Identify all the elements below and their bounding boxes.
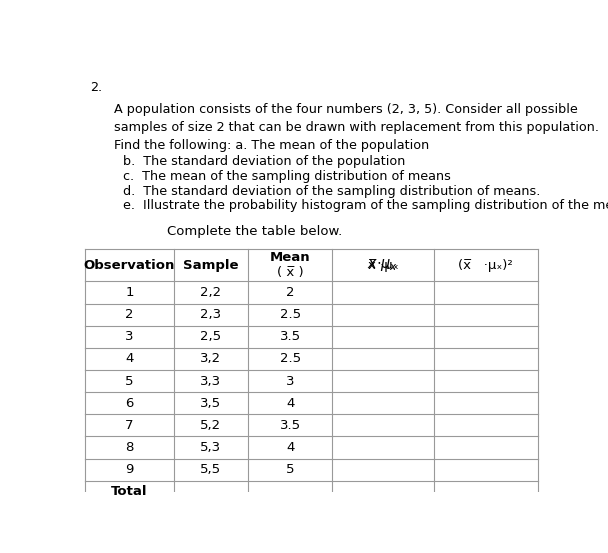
Text: Total: Total <box>111 485 148 498</box>
Text: (x̅   ·μₓ)²: (x̅ ·μₓ)² <box>458 259 513 272</box>
Text: 4: 4 <box>125 352 134 366</box>
Text: 5,2: 5,2 <box>201 419 221 432</box>
Text: 2: 2 <box>125 308 134 321</box>
Text: 3,5: 3,5 <box>201 397 221 410</box>
Text: 3.5: 3.5 <box>280 330 301 343</box>
Text: 2,3: 2,3 <box>201 308 221 321</box>
Text: 2.5: 2.5 <box>280 308 301 321</box>
Text: c.  The mean of the sampling distribution of means: c. The mean of the sampling distribution… <box>123 170 451 183</box>
Text: 2,5: 2,5 <box>201 330 221 343</box>
Text: 2.5: 2.5 <box>280 352 301 366</box>
Text: 3.5: 3.5 <box>280 419 301 432</box>
Text: 9: 9 <box>125 463 134 476</box>
Text: d.  The standard deviation of the sampling distribution of means.: d. The standard deviation of the samplin… <box>123 185 541 198</box>
Text: x̅ ·μₓ: x̅ ·μₓ <box>367 259 398 272</box>
Text: 2,2: 2,2 <box>201 286 221 299</box>
Text: ( x̅ ): ( x̅ ) <box>277 266 303 279</box>
Text: b.  The standard deviation of the population: b. The standard deviation of the populat… <box>123 154 406 168</box>
Text: 4: 4 <box>286 441 294 454</box>
Text: 1: 1 <box>125 286 134 299</box>
Text: Sample: Sample <box>183 259 239 272</box>
Text: Observation: Observation <box>84 259 175 272</box>
Text: 3: 3 <box>125 330 134 343</box>
Text: samples of size 2 that can be drawn with replacement from this population.: samples of size 2 that can be drawn with… <box>114 121 599 134</box>
Text: 3,2: 3,2 <box>201 352 221 366</box>
Text: 5: 5 <box>286 463 294 476</box>
Text: $\mathit{x}$$\cdot\mu_{\mathit{x}}$: $\mathit{x}$$\cdot\mu_{\mathit{x}}$ <box>367 258 398 273</box>
Text: 5,3: 5,3 <box>201 441 221 454</box>
Text: Find the following: a. The mean of the population: Find the following: a. The mean of the p… <box>114 139 429 152</box>
Text: 2.: 2. <box>90 81 102 94</box>
Text: A population consists of the four numbers (2, 3, 5). Consider all possible: A population consists of the four number… <box>114 102 578 116</box>
Text: 5,5: 5,5 <box>201 463 221 476</box>
Text: 5: 5 <box>125 374 134 388</box>
Text: e.  Illustrate the probability histogram of the sampling distribution of the mea: e. Illustrate the probability histogram … <box>123 199 608 212</box>
Text: 6: 6 <box>125 397 134 410</box>
Text: Mean: Mean <box>270 251 311 264</box>
Text: 7: 7 <box>125 419 134 432</box>
Text: Complete the table below.: Complete the table below. <box>167 225 343 238</box>
Text: 3,3: 3,3 <box>201 374 221 388</box>
Text: 2: 2 <box>286 286 294 299</box>
Text: 3: 3 <box>286 374 294 388</box>
Text: 8: 8 <box>125 441 134 454</box>
Text: 4: 4 <box>286 397 294 410</box>
